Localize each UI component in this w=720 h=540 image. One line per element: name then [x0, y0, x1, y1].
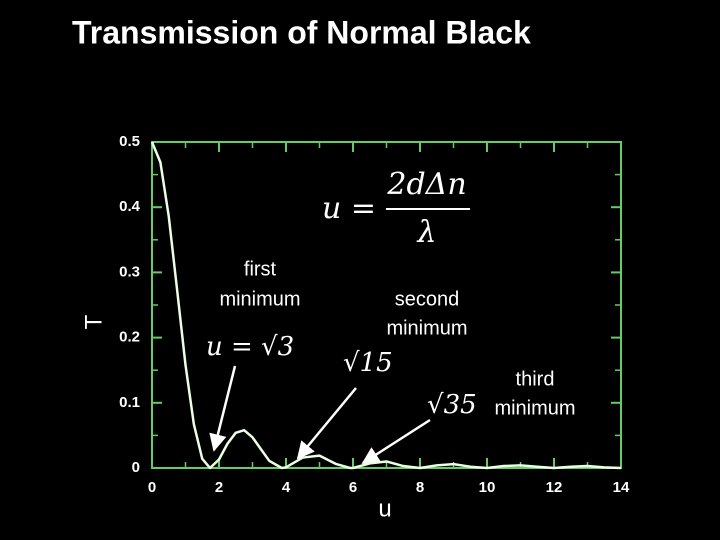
formula: √15: [343, 348, 393, 378]
y-tick-label: 0.5: [119, 133, 140, 150]
x-tick-label: 10: [479, 479, 496, 496]
x-tick-label: 6: [349, 479, 357, 496]
annotation: second: [395, 288, 460, 310]
annotation: minimum: [494, 397, 575, 419]
x-tick-label: 2: [215, 479, 223, 496]
annotation: minimum: [219, 288, 300, 310]
formula: 2dΔn: [386, 167, 466, 202]
y-tick-label: 0.2: [119, 329, 140, 346]
y-tick-label: 0.4: [119, 198, 141, 215]
annotation: first: [244, 258, 277, 280]
arrow: [296, 387, 357, 460]
y-axis-label: T: [80, 314, 107, 329]
chart-title: Transmission of Normal Black: [72, 14, 531, 50]
formula: √35: [427, 390, 477, 420]
x-tick-label: 12: [546, 479, 563, 496]
data-line: [150, 141, 622, 470]
x-tick-label: 4: [282, 479, 291, 496]
annotation: third: [516, 368, 555, 390]
formula: u =: [322, 191, 376, 226]
x-tick-label: 0: [148, 479, 156, 496]
formula: λ: [416, 215, 436, 250]
arrow: [361, 418, 431, 465]
y-tick-label: 0: [132, 459, 140, 476]
x-tick-label: 8: [416, 479, 424, 496]
x-tick-label: 14: [613, 479, 630, 496]
annotation: minimum: [386, 317, 467, 339]
y-tick-label: 0.1: [119, 394, 140, 411]
x-axis-label: u: [378, 495, 391, 522]
arrow: [209, 365, 237, 452]
y-tick-label: 0.3: [119, 263, 140, 280]
formula: u = √3: [206, 332, 294, 362]
